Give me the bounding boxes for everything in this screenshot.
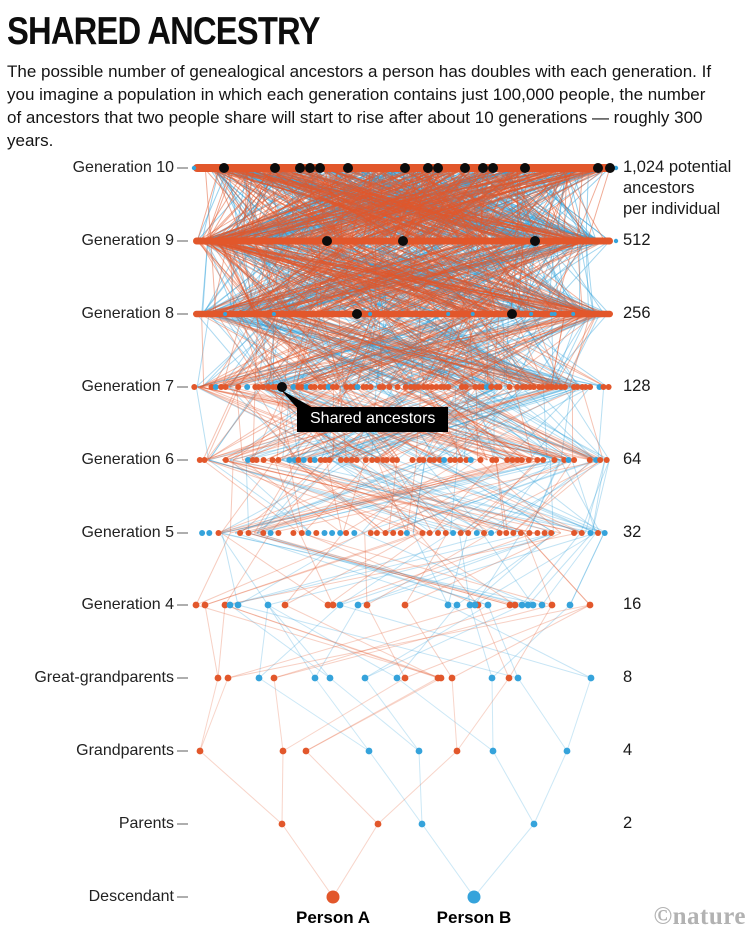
ancestor-count-128: 128 — [623, 377, 651, 395]
shared-ancestors-callout: Shared ancestors — [297, 407, 449, 432]
row-label-descendant: Descendant — [88, 888, 174, 905]
ancestor-count-8: 8 — [623, 668, 633, 686]
ancestor-count-2: 2 — [623, 814, 633, 832]
person-b-label: Person B — [436, 908, 512, 927]
row-label-generation-7: Generation 7 — [81, 378, 174, 395]
row-label-great-grandparents: Great-grandparents — [34, 669, 174, 686]
row-label-grandparents: Grandparents — [76, 742, 174, 759]
ancestor-count-32: 32 — [623, 523, 642, 541]
callout-tail — [281, 390, 317, 410]
header: SHARED ANCESTRY The possible number of g… — [7, 10, 737, 152]
ancestor-count-4: 4 — [623, 741, 633, 759]
page-title: SHARED ANCESTRY — [7, 10, 320, 53]
person-a-label: Person A — [295, 908, 370, 927]
row-label-generation-9: Generation 9 — [81, 232, 174, 249]
row-label-generation-5: Generation 5 — [81, 524, 174, 541]
ancestor-count-16: 16 — [623, 595, 642, 613]
ancestor-count-64: 64 — [623, 450, 642, 468]
row-label-generation-4: Generation 4 — [81, 596, 174, 613]
ancestor-count-256: 256 — [623, 304, 651, 322]
ancestor-count-1024: 1,024 potential ancestors per individual — [623, 158, 732, 218]
nature-credit: ©nature — [653, 903, 746, 930]
ancestor-count-512: 512 — [623, 231, 651, 249]
intro-text: The possible number of genealogical ance… — [7, 62, 712, 150]
row-label-parents: Parents — [118, 815, 174, 832]
row-label-generation-6: Generation 6 — [81, 451, 174, 468]
row-label-generation-8: Generation 8 — [81, 305, 174, 322]
row-label-generation-10: Generation 10 — [72, 159, 174, 176]
